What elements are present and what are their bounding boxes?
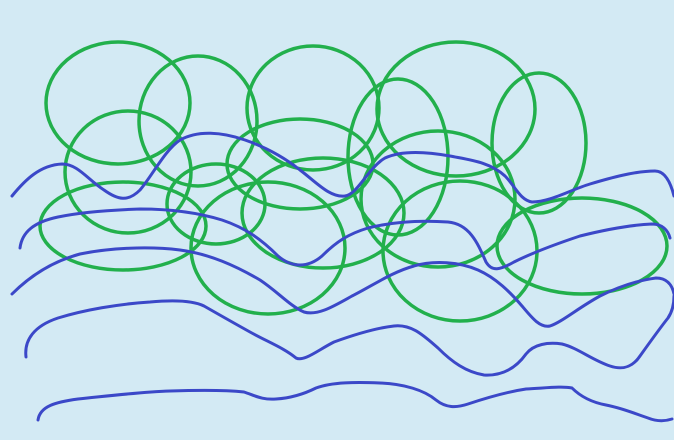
green-circle	[375, 40, 537, 178]
green-circle	[137, 54, 259, 188]
green-circle	[495, 196, 669, 296]
blue-wavy-line	[24, 294, 674, 377]
blue-wavy-line	[10, 131, 674, 204]
green-circle	[189, 180, 347, 316]
green-circle	[44, 40, 192, 166]
green-circle	[165, 162, 267, 246]
blue-wavy-line	[18, 207, 672, 271]
green-circle	[240, 156, 406, 270]
green-circle	[38, 180, 208, 272]
green-circle	[63, 109, 193, 235]
green-circle	[490, 71, 588, 215]
green-circle	[359, 129, 517, 269]
blue-wavy-line	[10, 246, 674, 328]
green-circle	[245, 44, 381, 172]
blue-wavy-line	[36, 381, 674, 423]
